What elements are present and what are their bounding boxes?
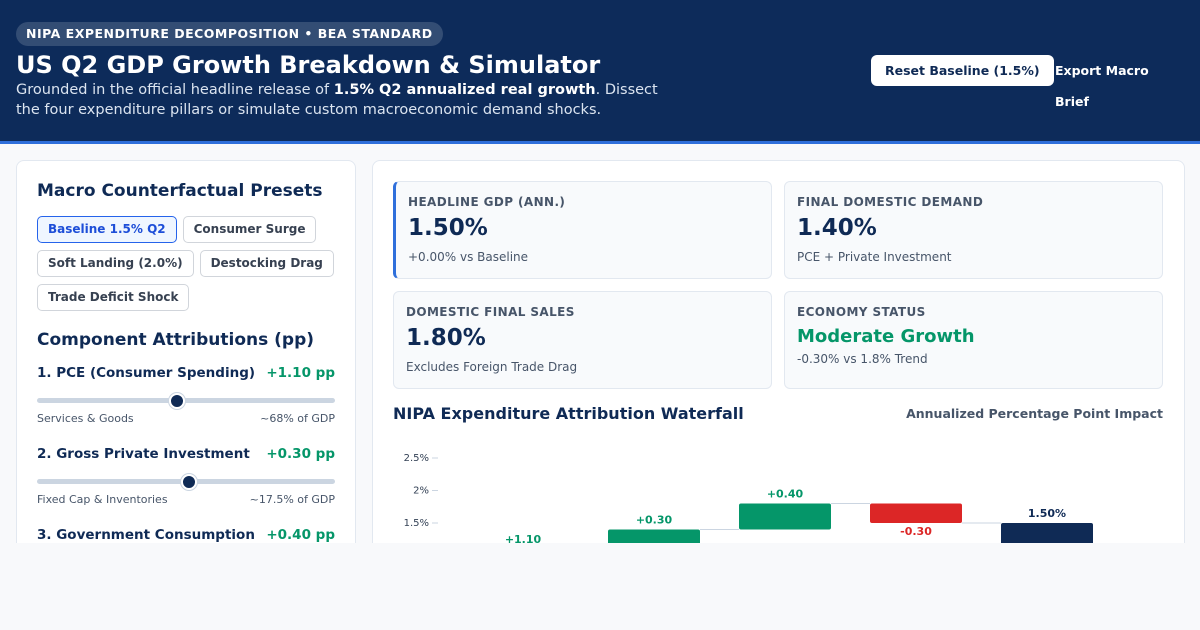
kpi-label: HEADLINE GDP (ANN.) [408, 195, 566, 209]
total-label: 1.50% [1028, 507, 1066, 520]
component-value: +1.10 pp [266, 365, 335, 381]
waterfall-bar [870, 503, 962, 523]
waterfall-bar [608, 529, 700, 543]
component-name: 2. Gross Private Investment [37, 446, 250, 462]
kpi-label: FINAL DOMESTIC DEMAND [797, 195, 984, 209]
slider-track[interactable] [37, 398, 335, 403]
section-title: Component Attributions (pp) [37, 330, 315, 350]
kpi-value: 1.40% [797, 215, 877, 241]
component-share: ~68% of GDP [260, 412, 335, 425]
kpi-note: +0.00% vs Baseline [408, 250, 529, 264]
component-name: 3. Government Consumption [37, 527, 255, 543]
subtitle-strong: 1.5% Q2 annualized real growth [333, 82, 596, 98]
total-bar [1001, 523, 1093, 543]
y-tick-label: 1.5% [404, 518, 429, 529]
waterfall-chart: 2.5% 2% 1.5% +1.10 +0.30 +0.40 -0.30 1.50% [404, 453, 1093, 543]
page-title: US Q2 GDP Growth Breakdown & Simulator [16, 51, 601, 79]
section-title: Macro Counterfactual Presets [37, 181, 323, 201]
component-share: ~17.5% of GDP [249, 493, 335, 506]
preset-chip[interactable]: Destocking Drag [199, 250, 334, 277]
chart-title: NIPA Expenditure Attribution Waterfall [393, 404, 744, 423]
kpi-card: HEADLINE GDP (ANN.) 1.50% +0.00% vs Base… [393, 181, 772, 279]
kpi-value: 1.50% [408, 215, 488, 241]
preset-chip[interactable]: Soft Landing (2.0%) [37, 250, 194, 277]
preset-list: Baseline 1.5% Q2 Consumer Surge Soft Lan… [37, 216, 337, 311]
component-note: Services & Goods [37, 412, 134, 425]
kpi-note: PCE + Private Investment [797, 250, 952, 264]
chart-subtitle: Annualized Percentage Point Impact [906, 406, 1163, 421]
data-label: -0.30 [900, 525, 932, 538]
y-tick-label: 2% [413, 486, 429, 497]
component-name: 1. PCE (Consumer Spending) [37, 365, 256, 381]
preset-chip[interactable]: Trade Deficit Shock [37, 284, 190, 311]
component-note: Fixed Cap & Inventories [37, 493, 168, 506]
subtitle-text: . Dissect the four expenditure pillars o… [16, 82, 658, 118]
slider-thumb[interactable] [169, 393, 185, 409]
data-label: +1.10 [505, 533, 542, 543]
viewport: NIPA EXPENDITURE DECOMPOSITION • BEA STA… [0, 0, 1200, 543]
subtitle: Grounded in the official headline releas… [16, 80, 666, 120]
kpi-status: Moderate Growth [797, 326, 975, 347]
component-value: +0.30 pp [266, 446, 335, 462]
kpi-label: DOMESTIC FINAL SALES [406, 305, 575, 319]
kpi-value: 1.80% [406, 325, 486, 351]
data-label: +0.40 [767, 488, 804, 501]
slider-thumb[interactable] [181, 474, 197, 490]
badge: NIPA EXPENDITURE DECOMPOSITION • BEA STA… [16, 22, 443, 46]
preset-chip[interactable]: Consumer Surge [182, 216, 317, 243]
reset-button[interactable]: Reset Baseline (1.5%) [871, 55, 1054, 86]
kpi-note: Excludes Foreign Trade Drag [406, 360, 578, 374]
component-value: +0.40 pp [266, 527, 335, 543]
subtitle-text: Grounded in the official headline releas… [16, 82, 334, 98]
kpi-note: -0.30% vs 1.8% Trend [797, 352, 928, 366]
data-label: +0.30 [636, 514, 673, 527]
kpi-card: FINAL DOMESTIC DEMAND 1.40% PCE + Privat… [784, 181, 1163, 279]
kpi-card: ECONOMY STATUS Moderate Growth -0.30% vs… [784, 291, 1163, 389]
kpi-label: ECONOMY STATUS [797, 305, 926, 319]
waterfall-bar [739, 503, 831, 530]
export-button[interactable]: Export Macro Brief [1055, 63, 1149, 109]
kpi-card: DOMESTIC FINAL SALES 1.80% Excludes Fore… [393, 291, 772, 389]
y-tick-label: 2.5% [404, 453, 429, 464]
preset-chip[interactable]: Baseline 1.5% Q2 [37, 216, 177, 243]
header: NIPA EXPENDITURE DECOMPOSITION • BEA STA… [0, 0, 1200, 144]
